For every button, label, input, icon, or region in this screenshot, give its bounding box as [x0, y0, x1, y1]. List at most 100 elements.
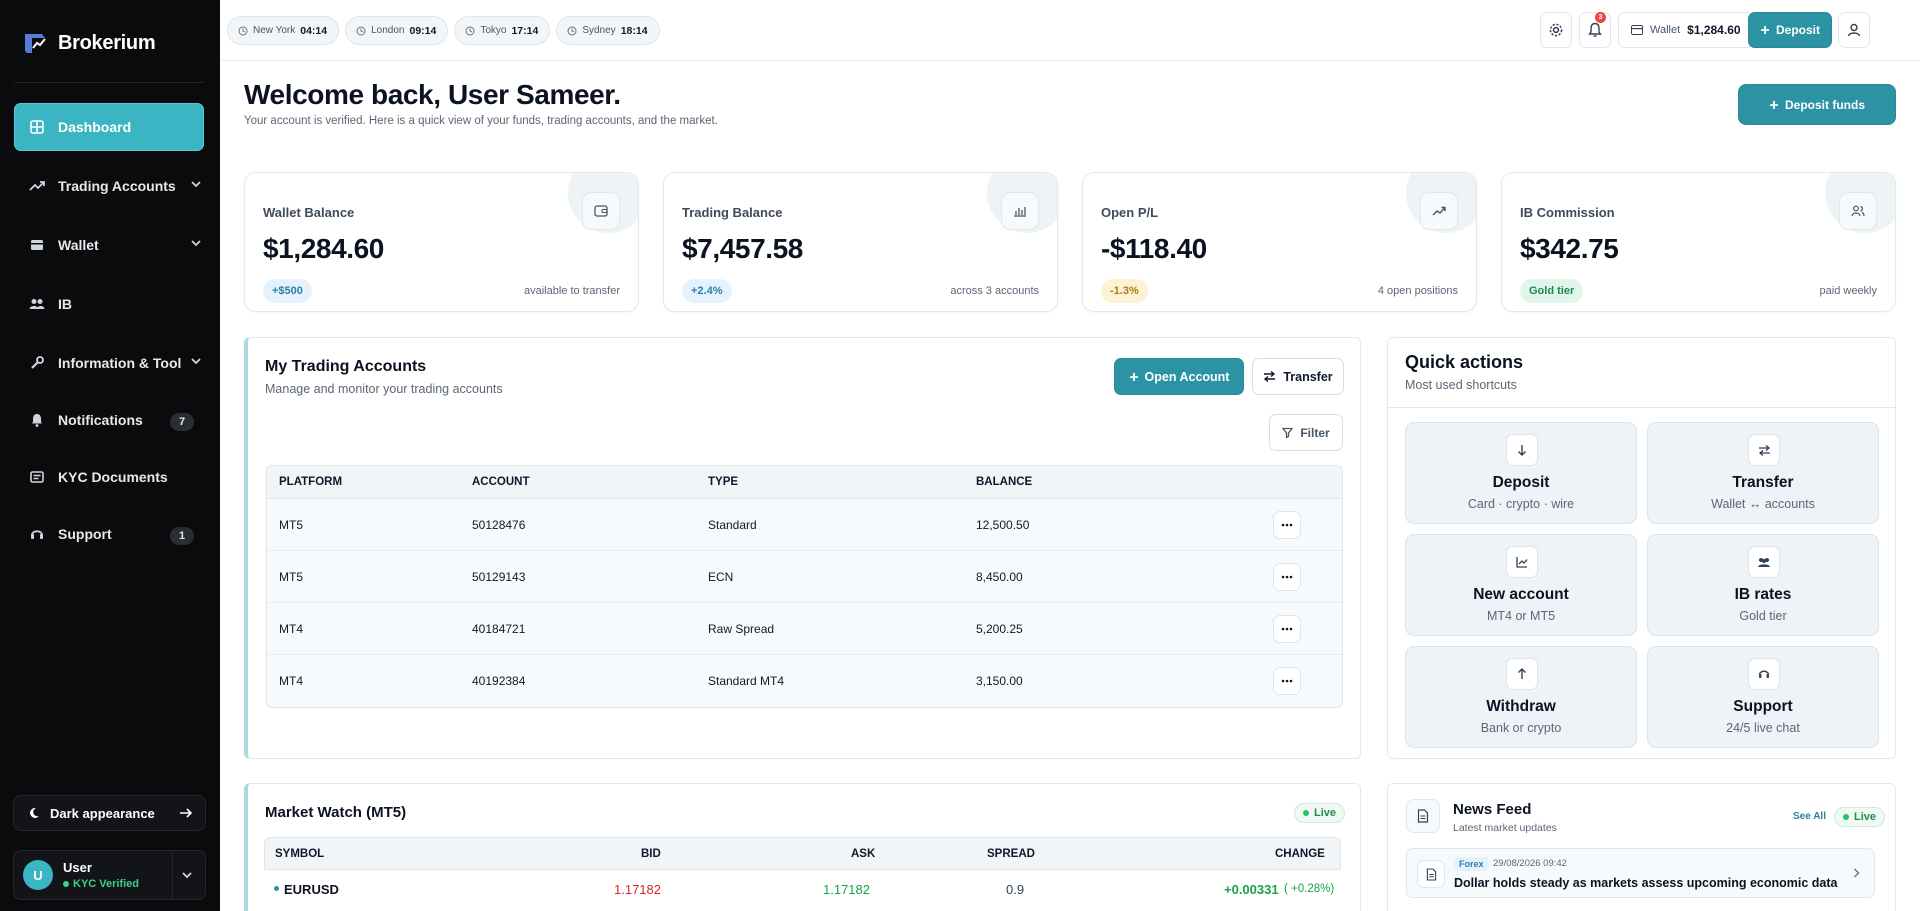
user-icon [1847, 23, 1861, 37]
news-item[interactable]: Forex 29/08/2026 09:42 Dollar holds stea… [1406, 848, 1875, 898]
users-icon [1839, 192, 1877, 230]
table-row[interactable]: MT4 40192384 Standard MT4 3,150.00 [267, 655, 1342, 707]
chevron-down-icon[interactable] [181, 869, 193, 881]
stat-chip: +$500 [263, 279, 312, 303]
dark-appearance-label: Dark appearance [50, 805, 155, 821]
sidebar-item-kyc-documents[interactable]: KYC Documents [14, 453, 204, 501]
stat-note: paid weekly [1819, 285, 1877, 297]
topbar-actions: 3 Wallet $1,284.60 Deposit [1540, 12, 1920, 50]
dark-appearance-toggle[interactable]: Dark appearance [13, 795, 206, 831]
brand-name: Brokerium [58, 31, 156, 54]
more-horizontal-icon [1281, 523, 1293, 527]
quick-action-deposit[interactable]: Deposit Card · crypto · wire [1405, 422, 1637, 524]
settings-button[interactable] [1540, 12, 1572, 48]
grid-icon [28, 118, 46, 136]
deposit-button[interactable]: Deposit [1748, 12, 1832, 48]
market-row[interactable]: EURUSD 1.17182 1.17182 0.9 +0.00331 ( +0… [264, 870, 1341, 910]
stat-value: $1,284.60 [263, 233, 384, 264]
quick-action-transfer[interactable]: Transfer Wallet ↔ accounts [1647, 422, 1879, 524]
clock-icon [567, 26, 577, 36]
type-cell: Standard MT4 [708, 674, 785, 688]
clock-new-york: New York 04:14 [227, 16, 340, 45]
column-header: CHANGE [1275, 848, 1325, 860]
market-table-header: SYMBOL BID ASK SPREAD CHANGE [264, 837, 1341, 870]
filter-button[interactable]: Filter [1269, 414, 1343, 451]
panel-title: News Feed [1453, 801, 1532, 818]
clock-city: Sydney [582, 25, 616, 36]
sidebar-item-dashboard[interactable]: Dashboard [14, 103, 204, 151]
table-row[interactable]: MT4 40184721 Raw Spread 5,200.25 [267, 603, 1342, 655]
sidebar-item-label: Dashboard [58, 119, 132, 135]
clock-icon [465, 26, 475, 36]
change-cell: +0.00331 [1224, 882, 1279, 897]
live-label: Live [1314, 807, 1337, 819]
row-actions-button[interactable] [1273, 511, 1301, 539]
wrench-icon [28, 354, 46, 372]
users-icon [28, 295, 46, 313]
row-actions-button[interactable] [1273, 563, 1301, 591]
notifications-button[interactable]: 3 [1579, 12, 1611, 48]
profile-button[interactable] [1838, 12, 1870, 48]
sidebar-item-ib[interactable]: IB [14, 280, 204, 328]
open-account-button[interactable]: Open Account [1114, 358, 1244, 395]
row-actions-button[interactable] [1273, 615, 1301, 643]
balance-cell: 5,200.25 [976, 622, 1023, 636]
welcome-section: Welcome back, User Sameer. Your account … [244, 79, 718, 127]
stat-chip: Gold tier [1520, 279, 1584, 303]
quick-action-title: Withdraw [1486, 698, 1556, 715]
table-row[interactable]: MT5 50128476 Standard 12,500.50 [267, 499, 1342, 551]
transfer-button[interactable]: Transfer [1252, 358, 1344, 395]
transfer-icon [1748, 434, 1780, 466]
sidebar-item-notifications[interactable]: Notifications 7 [14, 398, 204, 442]
stat-label: Trading Balance [682, 205, 783, 220]
quick-action-title: Deposit [1492, 474, 1550, 491]
quick-action-title: Transfer [1732, 474, 1794, 491]
live-badge: Live [1294, 803, 1346, 823]
stat-value: $342.75 [1520, 233, 1619, 264]
row-actions-button[interactable] [1273, 667, 1301, 695]
transfer-icon [1263, 371, 1276, 382]
brand[interactable]: Brokerium [22, 30, 156, 56]
sidebar-item-wallet[interactable]: Wallet [14, 221, 204, 269]
symbol-cell: EURUSD [284, 882, 339, 897]
clock-time: 09:14 [409, 24, 437, 37]
quick-actions-header: Quick actions Most used shortcuts [1388, 338, 1895, 408]
column-header: TYPE [708, 476, 739, 488]
main-content: Welcome back, User Sameer. Your account … [220, 61, 1920, 911]
plus-icon [1760, 25, 1770, 35]
column-header: BID [641, 848, 661, 860]
plus-icon [1769, 100, 1779, 110]
sidebar-item-information-tools[interactable]: Information & Tool [14, 339, 204, 387]
stat-card-wallet-balance: Wallet Balance $1,284.60 +$500 available… [244, 172, 639, 312]
table-row[interactable]: MT5 50129143 ECN 8,450.00 [267, 551, 1342, 603]
deposit-funds-label: Deposit funds [1785, 97, 1865, 112]
clock-time: 18:14 [620, 24, 648, 37]
clock-sydney: Sydney 18:14 [556, 16, 660, 45]
stat-note: across 3 accounts [950, 285, 1039, 297]
sidebar-item-support[interactable]: Support 1 [14, 512, 204, 556]
platform-cell: MT4 [279, 674, 303, 688]
spread-cell: 0.9 [1006, 882, 1025, 897]
document-icon [1406, 799, 1440, 833]
chevron-down-icon[interactable] [190, 178, 202, 190]
market-watch-panel: Market Watch (MT5) Live SYMBOL BID ASK S… [244, 783, 1361, 911]
chevron-down-icon[interactable] [190, 355, 202, 367]
quick-action-title: New account [1473, 586, 1569, 603]
quick-action-new-account[interactable]: New account MT4 or MT5 [1405, 534, 1637, 636]
deposit-funds-button[interactable]: Deposit funds [1738, 84, 1896, 125]
wallet-icon [28, 236, 46, 254]
quick-action-ib-rates[interactable]: IB rates Gold tier [1647, 534, 1879, 636]
quick-action-subtitle: MT4 or MT5 [1486, 609, 1556, 623]
wallet-balance-pill[interactable]: Wallet $1,284.60 [1618, 12, 1754, 48]
change-percent-cell: ( +0.28%) [1284, 883, 1335, 895]
quick-action-support[interactable]: Support 24/5 live chat [1647, 646, 1879, 748]
user-card[interactable]: U User KYC Verified [13, 850, 206, 900]
arrow-right-icon [179, 807, 193, 819]
see-all-link[interactable]: See All [1793, 811, 1826, 822]
sidebar-item-trading-accounts[interactable]: Trading Accounts [14, 162, 204, 210]
quick-action-withdraw[interactable]: Withdraw Bank or crypto [1405, 646, 1637, 748]
stat-note: 4 open positions [1377, 285, 1458, 297]
id-card-icon [28, 468, 46, 486]
wallet-icon [582, 192, 620, 230]
chevron-down-icon[interactable] [190, 237, 202, 249]
